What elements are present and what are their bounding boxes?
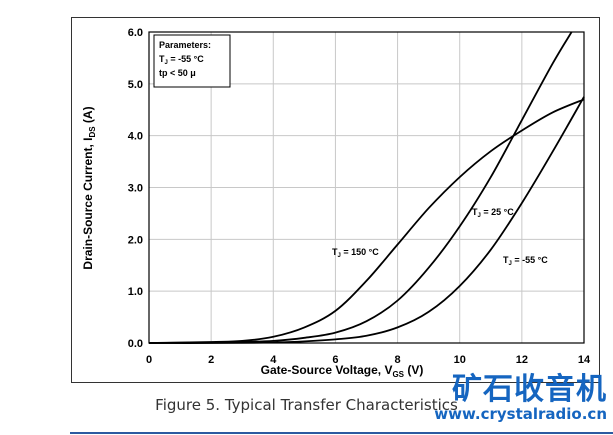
y-tick-label: 0.0 [128,338,143,350]
y-tick-label: 4.0 [128,131,143,143]
parameters-title: Parameters: [159,40,211,50]
figure-caption: Figure 5. Typical Transfer Characteristi… [155,396,458,414]
x-tick-label: 12 [516,354,528,366]
parameters-box: Parameters: TJ = -55 °C tp < 50 μ [153,34,231,88]
x-tick-label: 4 [270,354,277,366]
x-tick-label: 0 [146,354,152,366]
parameters-box-border [153,34,231,88]
x-tick-label: 8 [395,354,401,366]
label-minus55c: TJ = -55 °C [503,255,548,267]
bottom-divider [70,432,613,434]
watermark: 矿石收音机 www.crystalradio.cn [434,372,607,423]
series-line-minus55c [148,96,585,344]
axes [148,31,585,344]
parameters-temperature: TJ = -55 °C [159,54,204,66]
x-tick-label: 14 [578,354,591,366]
y-tick-label: 3.0 [128,183,143,195]
y-tick-label: 5.0 [128,79,143,91]
x-tick-label: 2 [208,354,214,366]
y-tick-label: 1.0 [128,286,143,298]
x-axis-title: Gate-Source Voltage, VGS (V) [261,363,424,379]
watermark-url: www.crystalradio.cn [434,405,607,423]
chart-frame: 0 2 4 6 8 10 12 14 0.0 1.0 2.0 3.0 4.0 5.0 6.0 Drain-S… [71,17,600,383]
label-25c: TJ = 25 °C [472,207,514,219]
y-tick-label: 2.0 [128,234,143,246]
transfer-characteristics-chart: 0 2 4 6 8 10 12 14 0.0 1.0 2.0 3.0 4.0 5.0 6.0 Drain-S… [81,27,591,379]
tick-labels: 0 2 4 6 8 10 12 14 0.0 1.0 2.0 3.0 4.0 5.0 6.0 [128,27,591,366]
watermark-title: 矿石收音机 [452,372,607,407]
x-tick-label: 10 [454,354,466,366]
series-line-150c [148,98,585,344]
y-axis-title: Drain-Source Current, IDS (A) [81,106,97,269]
label-150c: TJ = 150 °C [332,247,379,259]
parameters-pulse: tp < 50 μ [159,68,196,78]
plot-area-border [148,31,585,344]
y-tick-label: 6.0 [128,27,143,39]
x-tick-label: 6 [332,354,338,366]
